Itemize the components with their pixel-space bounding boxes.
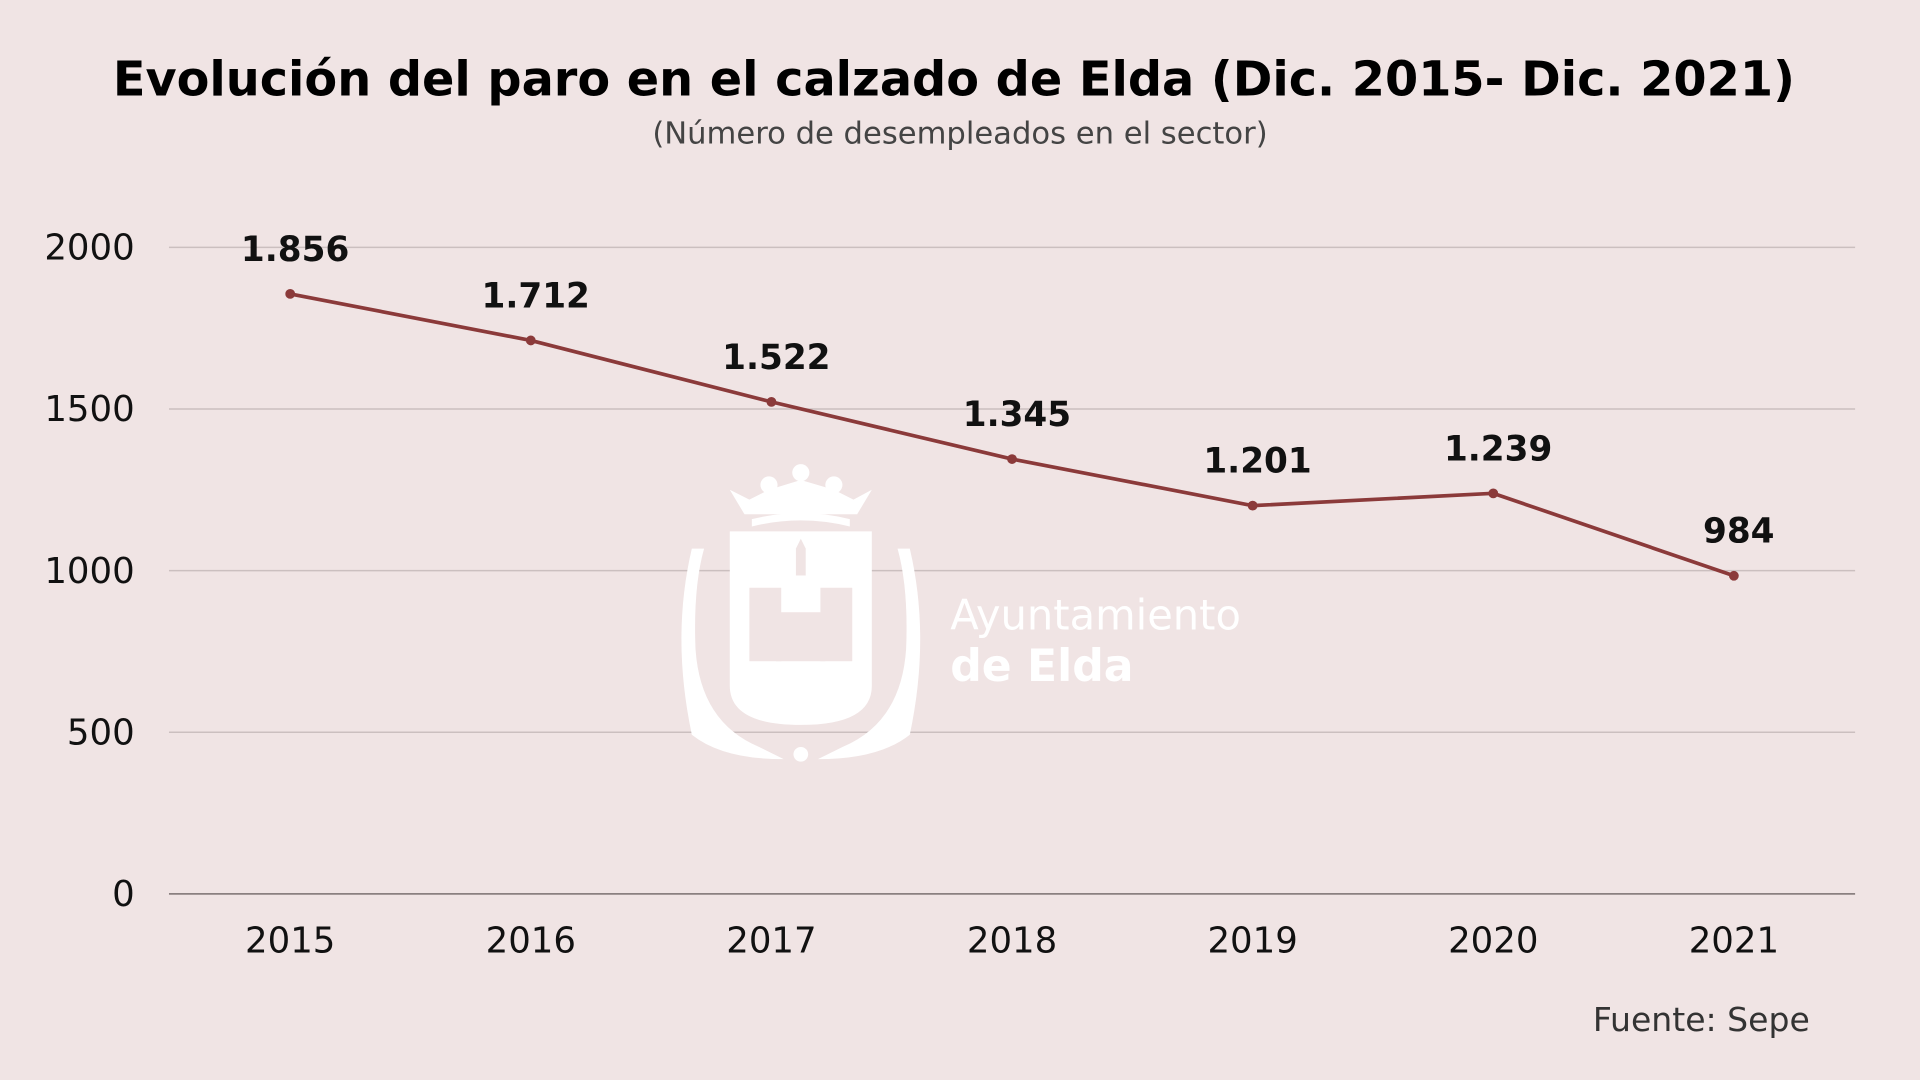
- data-label: 1.856: [241, 230, 349, 270]
- data-points: [285, 288, 1739, 581]
- data-point: [766, 396, 777, 407]
- x-tick-label: 2016: [486, 921, 576, 962]
- source-note: Fuente: Sepe: [1593, 1000, 1810, 1039]
- gridlines: [168, 246, 1856, 733]
- x-tick-label: 2020: [1448, 921, 1538, 962]
- data-point: [1247, 500, 1258, 511]
- chart-subtitle: (Número de desempleados en el sector): [652, 116, 1267, 151]
- data-labels: 1.856 1.712 1.522 1.345 1.201 1.239 984: [241, 230, 1775, 552]
- data-label: 1.201: [1203, 442, 1311, 482]
- data-point: [525, 335, 536, 346]
- chart-title: Evolución del paro en el calzado de Elda…: [113, 53, 1795, 108]
- logo-text-line2: de Elda: [950, 641, 1133, 692]
- x-axis-ticks: 2015 2016 2017 2018 2019 2020 2021: [245, 921, 1779, 962]
- data-point: [1007, 454, 1017, 464]
- y-axis-ticks: 0 500 1000 1500 2000: [44, 228, 134, 916]
- data-label: 1.239: [1444, 429, 1552, 469]
- y-tick-label: 0: [112, 874, 135, 915]
- data-point: [285, 288, 296, 299]
- data-label: 1.712: [482, 276, 590, 316]
- y-tick-label: 2000: [44, 228, 134, 269]
- data-point: [1488, 488, 1499, 499]
- x-tick-label: 2015: [245, 921, 335, 962]
- ayuntamiento-elda-logo: Ayuntamiento de Elda: [681, 464, 1241, 762]
- y-tick-label: 1000: [44, 551, 134, 592]
- y-tick-label: 500: [67, 712, 135, 753]
- x-tick-label: 2017: [726, 921, 816, 962]
- data-label: 984: [1703, 512, 1775, 552]
- x-tick-label: 2021: [1689, 921, 1779, 962]
- logo-text-line1: Ayuntamiento: [950, 590, 1241, 639]
- data-label: 1.522: [722, 338, 830, 378]
- data-point: [1728, 570, 1739, 581]
- x-tick-label: 2018: [967, 921, 1057, 962]
- data-label: 1.345: [963, 395, 1071, 435]
- y-tick-label: 1500: [44, 389, 134, 430]
- x-tick-label: 2019: [1207, 921, 1297, 962]
